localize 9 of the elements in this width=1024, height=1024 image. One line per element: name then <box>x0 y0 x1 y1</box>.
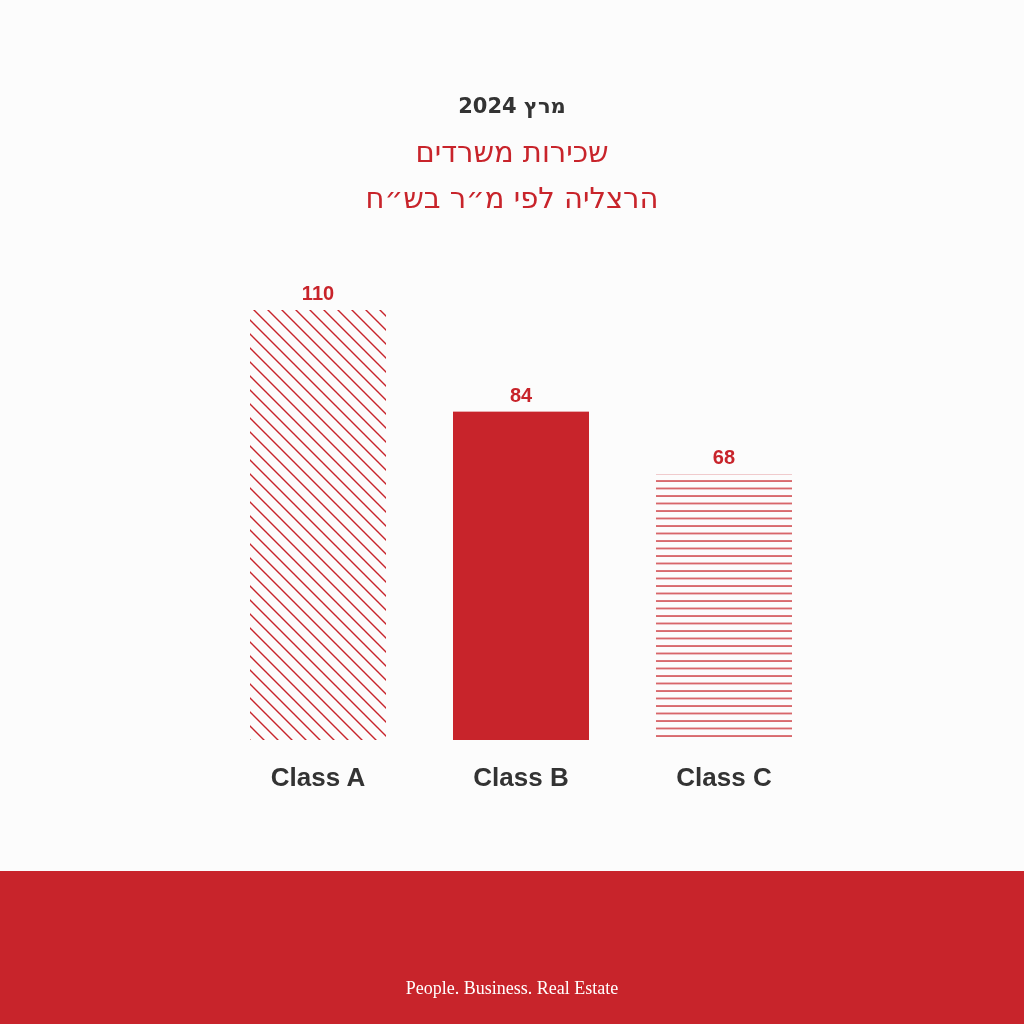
data-label: 84 <box>509 383 533 406</box>
x-tick-label: Class A <box>270 762 366 793</box>
x-tick-label: Class C <box>676 762 772 793</box>
x-tick-label: Class B <box>473 762 569 793</box>
text: People. Business. Real Estate <box>405 978 619 998</box>
chart-subtitle: שכירות משרדים הרצליה לפי מ״ר בש״ח <box>365 135 659 215</box>
chart-title: מרץ 2024 <box>458 94 566 118</box>
data-label: 68 <box>712 446 736 469</box>
data-label: 110 <box>301 282 335 304</box>
